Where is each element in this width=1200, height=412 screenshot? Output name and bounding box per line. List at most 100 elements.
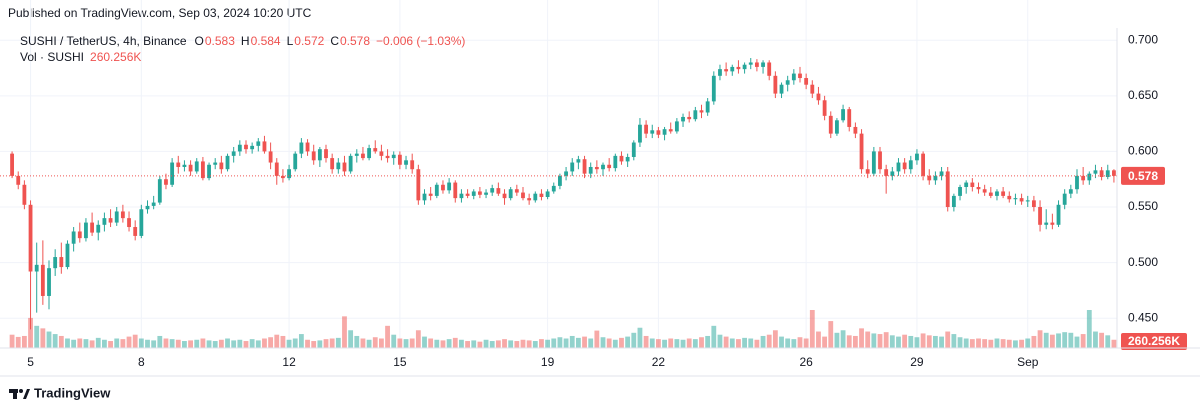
candle-body <box>933 175 938 181</box>
candle-body <box>767 62 772 76</box>
volume-bar <box>89 340 95 348</box>
x-tick-label: 5 <box>27 355 34 369</box>
overlay-layer: 0.450 0.500 0.550 0.600 0.650 0.700 5 8 12 15 19 22… <box>0 32 1187 369</box>
candle-body <box>16 175 21 185</box>
volume-bar <box>883 332 889 348</box>
candle-body <box>982 189 987 193</box>
candle-body <box>514 189 519 193</box>
volume-bar <box>994 338 1000 348</box>
candle-body <box>237 144 242 152</box>
candle-body <box>484 192 488 195</box>
candle-body <box>638 124 642 143</box>
volume-bar <box>422 336 427 348</box>
candle-body <box>865 169 870 174</box>
volume-bar <box>354 335 360 348</box>
volume-bar <box>779 336 784 348</box>
candle-body <box>1019 198 1024 202</box>
volume-bar <box>926 335 932 348</box>
candle-body <box>1050 222 1055 225</box>
candle-body <box>305 142 310 152</box>
x-tick-label: 19 <box>541 355 555 369</box>
volume-bar <box>699 337 704 348</box>
x-tick-label: 8 <box>138 355 145 369</box>
volume-bar <box>674 339 680 348</box>
ohlc-letter: O <box>195 34 204 48</box>
candle-body <box>656 130 661 135</box>
candle-body <box>896 162 901 172</box>
volume-bar <box>852 335 858 348</box>
volume-bar <box>680 339 686 348</box>
volume-bar <box>132 334 138 348</box>
x-tick-label: 29 <box>910 355 924 369</box>
candle-body <box>847 109 852 127</box>
candle-body <box>687 116 692 120</box>
volume-bar <box>957 337 963 348</box>
volume-bar <box>908 335 914 348</box>
volume-bar <box>822 336 828 348</box>
volume-bar <box>77 338 83 348</box>
candle-body <box>188 164 193 172</box>
volume-bar <box>434 339 440 348</box>
volume-bar <box>649 338 655 348</box>
candle-body <box>1031 200 1036 208</box>
candle-body <box>601 164 605 170</box>
volume-bar <box>1000 339 1006 348</box>
candle-body <box>354 153 359 156</box>
last-price-label: 0.578 <box>1128 169 1158 183</box>
brand-name: TradingView <box>34 385 111 400</box>
candle-body <box>1007 195 1012 200</box>
volume-bar <box>120 339 126 348</box>
volume-bar <box>126 336 132 348</box>
volume-bar <box>1074 336 1080 348</box>
candle-body <box>644 124 649 134</box>
volume-bar <box>366 339 372 348</box>
candle-body <box>988 192 993 196</box>
candle-body <box>1075 175 1079 190</box>
candle-body <box>631 142 636 157</box>
volume-bar <box>551 338 557 348</box>
candle-body <box>822 100 827 116</box>
candle-body <box>951 195 956 208</box>
volume-bar <box>188 340 193 348</box>
candle-body <box>274 162 279 176</box>
candle-body <box>170 162 175 185</box>
volume-bar <box>791 339 797 348</box>
volume-bar <box>692 339 698 348</box>
volume-bar <box>705 335 711 348</box>
candle-body <box>588 166 593 174</box>
volume-bar <box>840 330 846 348</box>
volume-bar <box>637 327 643 348</box>
volume-bar <box>612 339 618 348</box>
candle-body <box>65 243 70 268</box>
volume-bar <box>1105 335 1111 348</box>
candle-body <box>373 148 378 152</box>
candle-body <box>164 179 168 185</box>
volume-bar <box>1025 338 1031 348</box>
volume-bar <box>785 338 791 348</box>
candle-body <box>453 182 458 199</box>
volume-bar <box>569 335 575 348</box>
volume-bar <box>108 341 113 348</box>
volume-bar <box>95 337 101 348</box>
candle-body <box>71 231 76 244</box>
volume-bar <box>1013 340 1018 348</box>
ohlc-value: 0.578 <box>340 34 370 48</box>
candle-body <box>477 191 482 195</box>
volume-bar <box>114 338 120 348</box>
candle-body <box>1013 198 1018 200</box>
last-volume-label: 260.256K <box>1128 334 1180 348</box>
volume-bar <box>920 333 926 348</box>
price-change: −0.006 (−1.03%) <box>376 34 465 48</box>
volume-bar <box>1019 339 1024 348</box>
volume-bar <box>255 340 261 348</box>
candle-body <box>490 188 495 193</box>
series-title: SUSHI / TetherUS, 4h, Binance <box>20 34 187 48</box>
volume-bar <box>495 340 501 348</box>
candle-body <box>397 154 402 165</box>
volume-bar <box>102 339 107 348</box>
volume-bar <box>311 341 317 348</box>
volume-bar <box>797 337 803 348</box>
volume-bar <box>606 338 612 348</box>
volume-bar <box>218 339 224 348</box>
